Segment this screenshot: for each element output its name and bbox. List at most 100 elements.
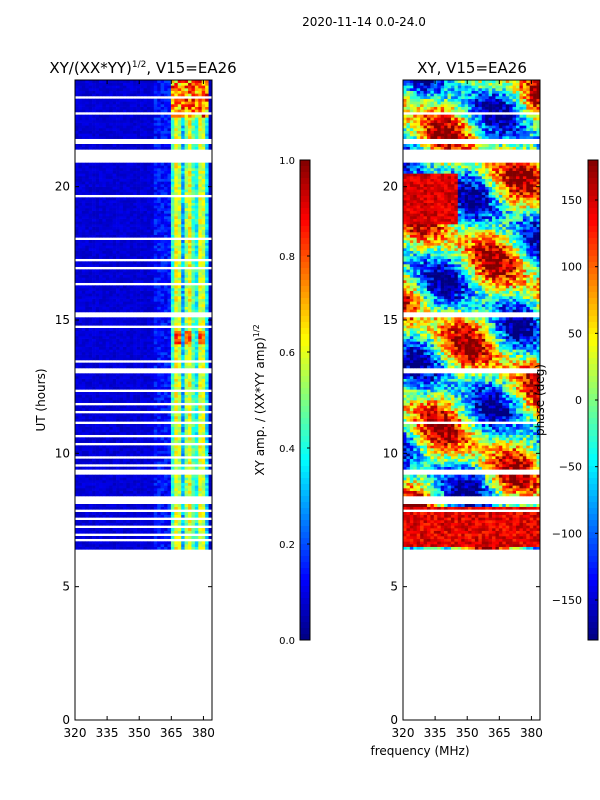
left-heatmap-cell <box>184 290 189 294</box>
left-heatmap-cell <box>98 218 103 222</box>
left-heatmap-cell <box>150 216 155 219</box>
left-heatmap-cell <box>85 544 90 547</box>
left-heatmap-cell <box>116 250 120 254</box>
left-heatmap-cell <box>119 146 124 150</box>
left-heatmap-cell <box>191 378 196 382</box>
left-heatmap-cell <box>116 136 120 139</box>
left-heatmap-cell <box>136 226 141 230</box>
left-heatmap-cell <box>198 208 203 211</box>
left-heatmap-cell <box>102 210 107 214</box>
left-heatmap-cell <box>95 298 100 302</box>
left-heatmap-cell <box>160 208 165 211</box>
left-heatmap-cell <box>81 544 86 547</box>
left-heatmap-cell <box>112 202 117 206</box>
left-heatmap-cell <box>157 146 161 150</box>
left-heatmap-cell <box>119 288 124 291</box>
left-heatmap-cell <box>150 400 155 403</box>
left-heatmap-cell <box>170 440 175 443</box>
left-heatmap-cell <box>95 240 100 243</box>
left-heatmap-cell <box>208 408 213 411</box>
left-heatmap-cell <box>140 224 144 227</box>
left-heatmap-cell <box>140 317 144 321</box>
left-heatmap-cell <box>78 274 83 278</box>
left-heatmap-cell <box>160 317 165 321</box>
left-heatmap-cell <box>181 232 185 235</box>
left-heatmap-cell <box>150 514 155 518</box>
left-heatmap-cell <box>198 232 203 235</box>
left-heatmap-cell <box>81 477 86 481</box>
left-heatmap-cell <box>119 474 124 478</box>
left-heatmap-cell <box>102 200 107 203</box>
left-heatmap-cell <box>177 133 182 137</box>
left-heatmap-cell <box>170 485 175 489</box>
left-heatmap-cell <box>102 240 107 243</box>
left-heatmap-cell <box>109 250 113 254</box>
left-heatmap-cell <box>153 290 158 294</box>
left-heatmap-cell <box>205 381 209 385</box>
left-heatmap-cell <box>78 146 83 150</box>
left-heatmap-cell <box>153 269 158 273</box>
left-heatmap-cell <box>81 376 86 379</box>
left-heatmap-cell <box>98 170 103 174</box>
left-heatmap-cell <box>160 146 165 150</box>
left-heatmap-cell <box>205 128 209 131</box>
left-heatmap-cell <box>75 328 79 331</box>
left-heatmap-cell <box>119 541 124 545</box>
left-heatmap-cell <box>167 218 172 222</box>
left-heatmap-cell <box>153 346 158 350</box>
left-heatmap-cell <box>174 536 179 539</box>
left-heatmap-cell <box>170 192 175 195</box>
left-heatmap-cell <box>105 130 110 134</box>
left-heatmap-cell <box>102 477 107 481</box>
left-heatmap-cell <box>188 386 192 390</box>
left-heatmap-cell <box>184 234 189 238</box>
left-heatmap-cell <box>102 440 107 443</box>
left-heatmap-cell <box>119 202 124 206</box>
left-heatmap-cell <box>201 362 206 366</box>
left-heatmap-cell <box>105 226 110 230</box>
left-heatmap-cell <box>140 384 144 387</box>
left-heatmap-cell <box>170 264 175 267</box>
left-heatmap-cell <box>167 394 172 398</box>
left-heatmap-cell <box>95 488 100 491</box>
left-heatmap-cell <box>98 477 103 481</box>
left-heatmap-cell <box>109 541 113 545</box>
left-heatmap-cell <box>167 226 172 230</box>
left-heatmap-cell <box>157 221 161 225</box>
left-heatmap-cell <box>198 352 203 355</box>
left-heatmap-cell <box>98 346 103 350</box>
left-heatmap-cell <box>170 344 175 347</box>
left-heatmap-cell <box>143 504 148 507</box>
left-heatmap-cell <box>98 242 103 246</box>
left-heatmap-cell <box>164 488 168 491</box>
left-heatmap-cell <box>98 522 103 526</box>
left-heatmap-cell <box>208 250 213 254</box>
left-heatmap-cell <box>167 493 172 497</box>
left-heatmap-cell <box>129 298 134 302</box>
left-heatmap-cell <box>184 504 189 507</box>
left-heatmap-cell <box>109 506 113 510</box>
left-heatmap-cell <box>153 349 158 353</box>
left-heatmap-cell <box>181 349 185 353</box>
left-heatmap-cell <box>98 384 103 387</box>
left-heatmap-cell <box>194 397 199 401</box>
left-heatmap-cell <box>201 205 206 209</box>
left-heatmap-cell <box>188 504 192 507</box>
left-heatmap-cell <box>129 453 134 457</box>
left-heatmap-cell <box>85 120 90 123</box>
left-heatmap-cell <box>201 277 206 281</box>
left-heatmap-cell <box>95 226 100 230</box>
left-heatmap-cell <box>194 264 199 267</box>
left-heatmap-cell <box>194 512 199 515</box>
left-heatmap-cell <box>181 477 185 481</box>
left-heatmap-cell <box>95 378 100 382</box>
left-heatmap-cell <box>112 288 117 291</box>
left-heatmap-cell <box>112 541 117 545</box>
left-heatmap-cell <box>198 541 203 545</box>
left-heatmap-cell <box>146 309 151 313</box>
left-heatmap-cell <box>160 354 165 358</box>
left-heatmap-cell <box>105 520 110 523</box>
left-heatmap-cell <box>184 344 189 347</box>
left-heatmap-cell <box>143 541 148 545</box>
left-heatmap-cell <box>116 264 120 267</box>
